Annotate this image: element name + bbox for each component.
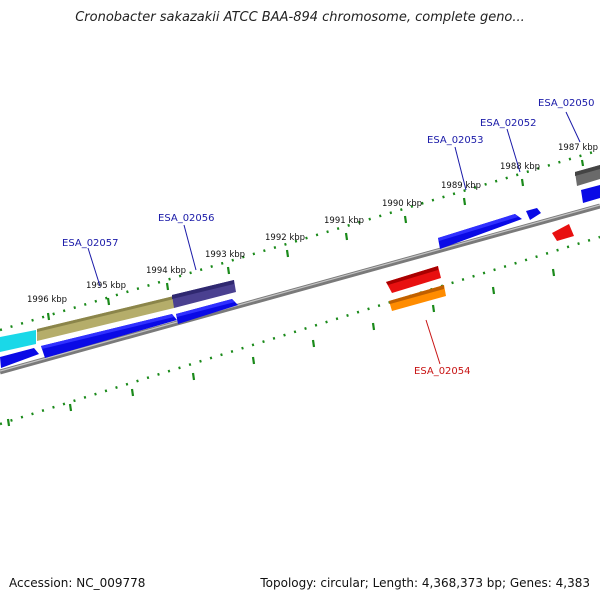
chromosome-backbone [0,203,600,375]
major-tick [491,286,496,295]
major-tick [344,232,349,241]
major-ticks [6,159,585,427]
major-tick [46,312,51,321]
feature-track-reverse [386,224,574,311]
major-tick [106,297,111,306]
major-tick [431,304,436,313]
tick-label: 1994 kbp [146,266,186,276]
tick-label: 1996 kbp [27,295,67,305]
leader-line [425,319,441,365]
leader-lines [87,111,581,365]
major-tick [371,322,376,331]
gene-label: ESA_02050 [538,98,595,109]
tick-label: 1993 kbp [205,250,245,260]
tick-labels: 1987 kbp 1988 kbp 1989 kbp 1990 kbp 1991… [27,143,598,305]
gene-feature[interactable] [552,224,574,241]
genome-summary: Topology: circular; Length: 4,368,373 bp… [260,576,590,590]
major-tick [551,268,556,277]
major-tick [403,215,408,224]
gene-feature[interactable] [438,214,522,249]
gene-label: ESA_02054 [414,366,471,377]
major-tick [520,178,525,187]
leader-line [183,224,197,271]
feature-track-forward [0,165,600,352]
leader-line [454,146,467,191]
major-tick [165,282,170,291]
tick-label: 1992 kbp [265,233,305,243]
feature-track-blue [0,185,600,368]
major-tick [311,339,316,348]
gene-labels: ESA_02050 ESA_02052 ESA_02053 ESA_02056 … [62,98,595,377]
major-tick [130,388,135,397]
map-title: Cronobacter sakazakii ATCC BAA-894 chrom… [75,10,525,25]
major-tick [251,356,256,365]
major-tick [6,418,11,427]
tick-label: 1988 kbp [500,162,540,172]
gene-feature[interactable] [0,348,39,368]
leader-line [87,247,101,287]
tick-label: 1991 kbp [324,216,364,226]
tick-label: 1995 kbp [86,281,126,291]
gene-feature[interactable] [0,330,36,352]
accession-label: Accession: NC_009778 [9,576,146,590]
major-tick [226,266,231,275]
leader-line [565,111,581,143]
major-tick [580,159,585,167]
tick-label: 1989 kbp [441,181,481,191]
gene-label: ESA_02056 [158,213,215,224]
major-tick [191,372,196,381]
gene-label: ESA_02052 [480,118,537,129]
major-tick [285,249,290,258]
gene-label: ESA_02053 [427,135,484,146]
major-tick [462,197,467,206]
gene-feature[interactable] [176,299,238,324]
gene-feature[interactable] [526,208,541,220]
gene-feature[interactable] [581,185,600,203]
outer-ruler [0,148,600,332]
gene-feature[interactable] [41,314,177,358]
tick-label: 1990 kbp [382,199,422,209]
major-tick [68,403,73,412]
leader-line [506,128,521,173]
tick-label: 1987 kbp [558,143,598,153]
inner-ruler [0,235,600,426]
gene-label: ESA_02057 [62,238,119,249]
